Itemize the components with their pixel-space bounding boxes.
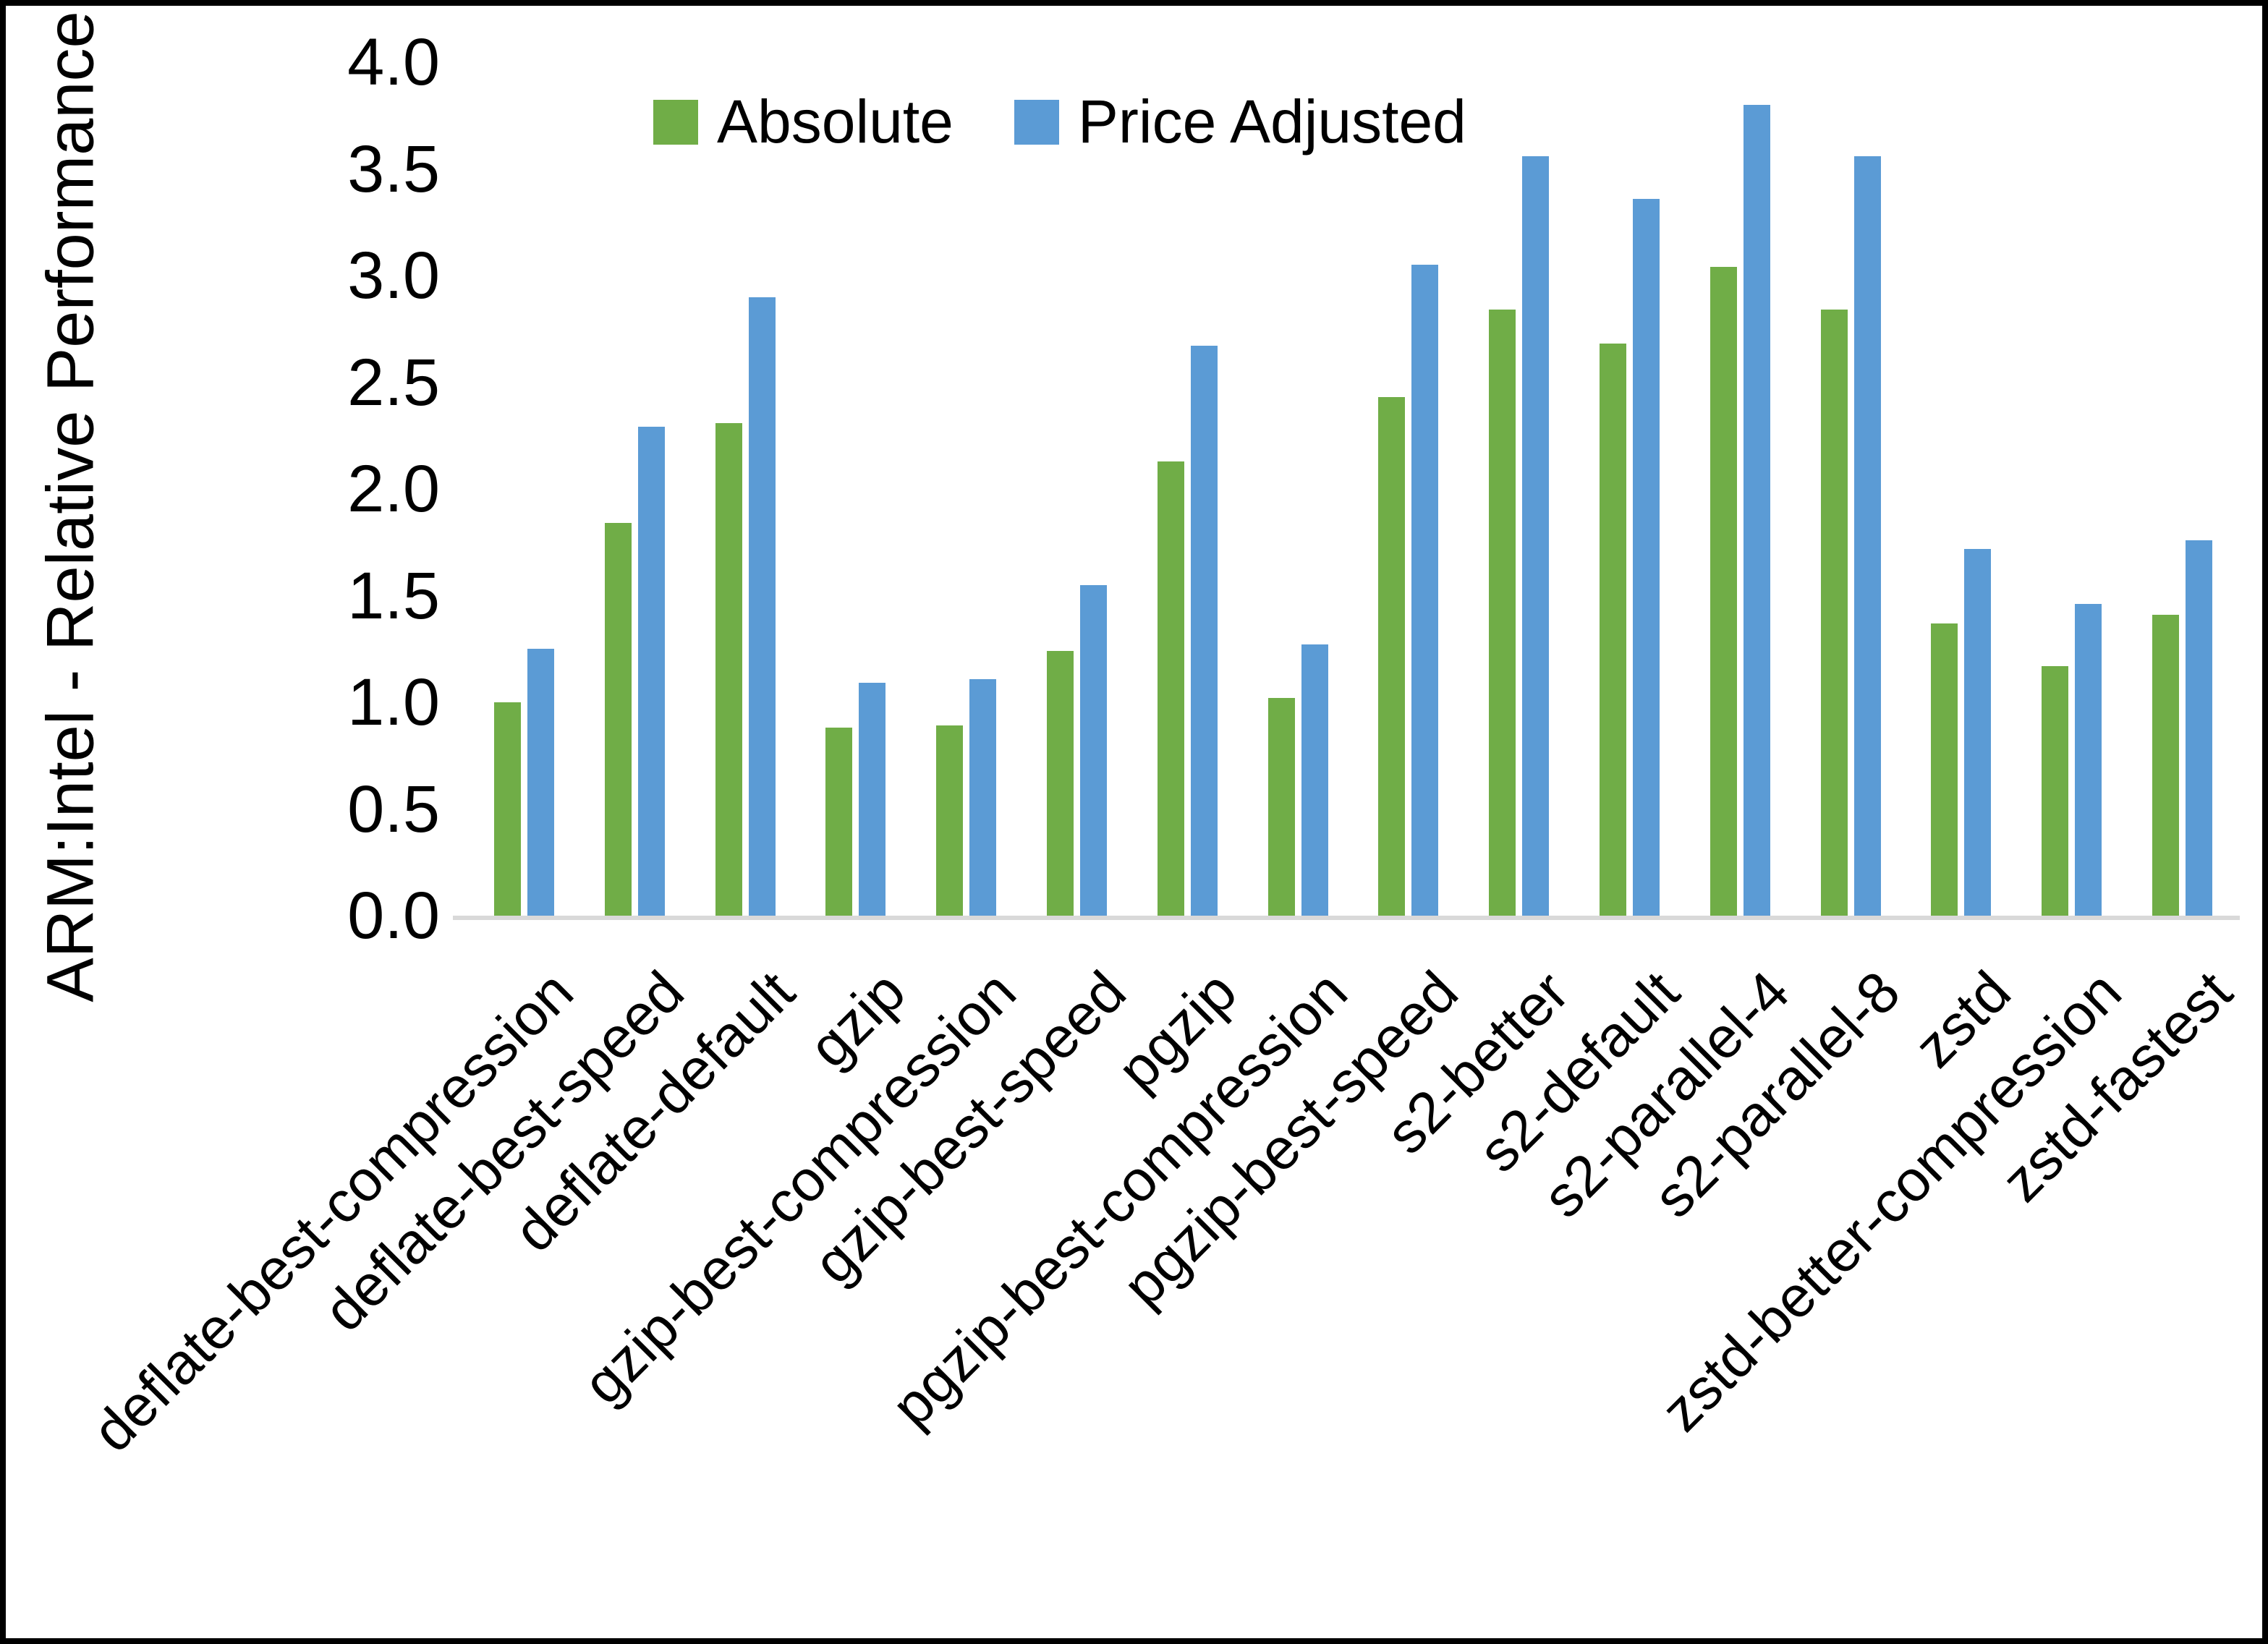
bar-price-adjusted-deflate-best-compression [527,649,554,916]
legend-label-price-adjusted: Price Adjusted [1077,88,1466,156]
y-tick-label-3.5: 3.5 [347,132,440,206]
bar-absolute-s2-parallel-4 [1710,267,1737,916]
bar-price-adjusted-s2-better [1522,156,1550,916]
bar-price-adjusted-gzip-best-compression [969,678,997,916]
bar-absolute-zstd-fastest [2152,615,2180,916]
bar-absolute-s2-default [1600,344,1627,916]
y-tick-label-4.0: 4.0 [347,25,440,99]
bar-absolute-zstd-better-compression [2042,665,2069,916]
bar-absolute-zstd [1931,623,1958,916]
bar-price-adjusted-deflate-default [748,297,776,916]
bar-price-adjusted-deflate-best-speed [637,427,665,916]
bar-price-adjusted-s2-parallel-4 [1743,105,1770,916]
bar-absolute-s2-better [1489,310,1516,916]
bar-price-adjusted-pgzip-best-speed [1411,265,1439,916]
bar-absolute-pgzip-best-compression [1267,698,1295,916]
bar-absolute-gzip [825,728,853,916]
bar-absolute-deflate-best-compression [493,702,521,916]
bar-absolute-gzip-best-compression [936,725,964,916]
bar-price-adjusted-zstd-better-compression [2075,604,2102,916]
y-axis-title: ARM:Intel - Relative Performance [33,11,108,1002]
legend-swatch-absolute [653,99,698,145]
bar-absolute-pgzip-best-speed [1378,397,1406,916]
x-axis-line [453,916,2240,920]
bar-price-adjusted-zstd-fastest [2186,540,2213,916]
legend-swatch-price-adjusted [1014,99,1059,145]
bar-price-adjusted-pgzip-best-compression [1301,644,1328,916]
y-tick-label-3.0: 3.0 [347,239,440,312]
bar-absolute-deflate-best-speed [604,523,632,916]
bar-absolute-s2-parallel-8 [1820,310,1848,916]
bar-price-adjusted-gzip [859,683,886,916]
bar-price-adjusted-pgzip [1190,346,1218,916]
bar-absolute-gzip-best-speed [1046,651,1074,916]
y-tick-label-1.5: 1.5 [347,558,440,633]
bar-absolute-pgzip [1157,461,1184,916]
bar-price-adjusted-s2-parallel-8 [1853,156,1881,916]
legend-label-absolute: Absolute [717,88,954,156]
y-tick-label-1.0: 1.0 [347,665,440,739]
bar-absolute-deflate-default [715,422,742,916]
y-tick-label-0.0: 0.0 [347,879,440,953]
bar-price-adjusted-zstd [1964,548,1992,916]
y-tick-label-2.5: 2.5 [347,345,440,419]
y-tick-label-2.0: 2.0 [347,452,440,526]
bar-price-adjusted-gzip-best-speed [1079,584,1107,916]
legend: Absolute Price Adjusted [653,87,1527,157]
y-tick-label-0.5: 0.5 [347,772,440,846]
bar-price-adjusted-s2-default [1633,198,1660,916]
